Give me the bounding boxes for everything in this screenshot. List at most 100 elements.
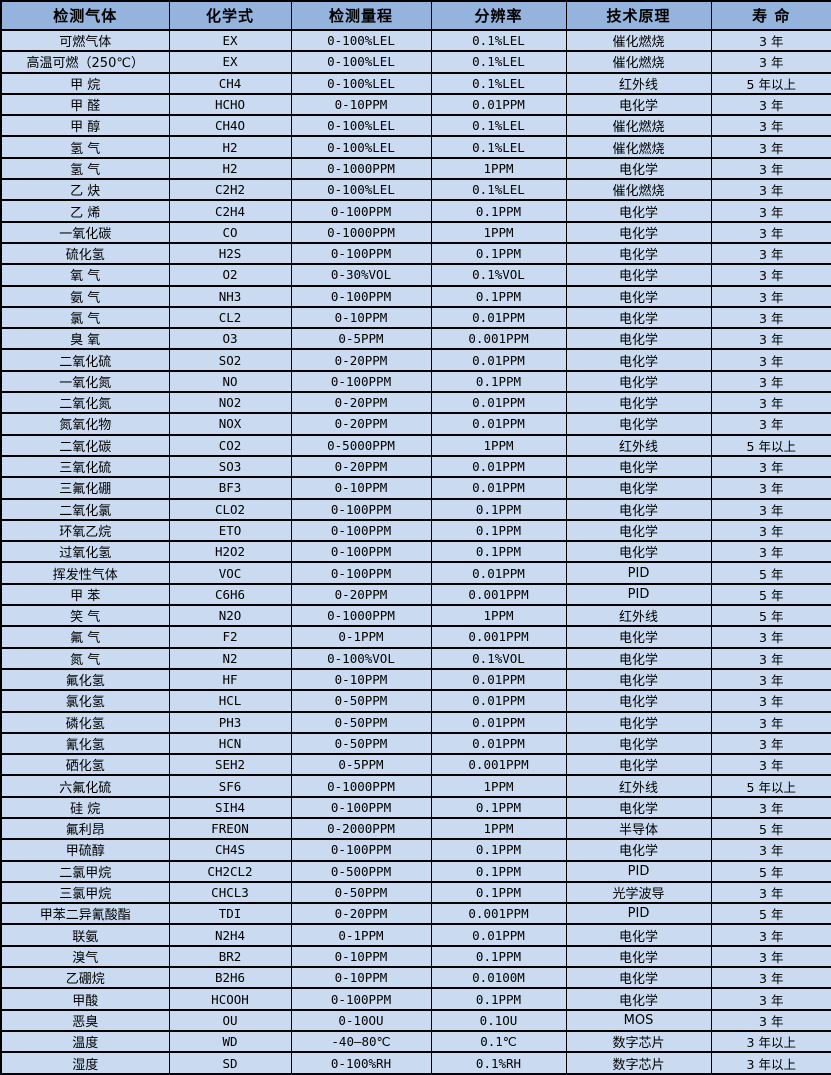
cell-formula: CH4O	[168, 114, 292, 138]
cell-formula: F2	[168, 625, 292, 649]
cell-range: 0-20PPM	[290, 391, 432, 415]
column-header-principle: 技术原理	[565, 0, 712, 31]
table-row: 过氧化氢 H2O2 0-100PPM 0.1PPM 电化学 3 年	[0, 540, 831, 564]
cell-formula: SO2	[168, 348, 292, 372]
table-row: 硫化氢 H2S 0-100PPM 0.1PPM 电化学 3 年	[0, 241, 831, 266]
cell-lifespan: 3 年	[710, 50, 831, 74]
table-row: 硒化氢 SEH2 0-5PPM 0.001PPM 电化学 3 年	[0, 753, 831, 777]
column-header-lifespan: 寿 命	[710, 0, 831, 31]
cell-principle: 电化学	[565, 625, 712, 649]
cell-gas: 挥发性气体	[0, 561, 170, 585]
cell-range: 0-5PPM	[290, 327, 432, 351]
cell-principle: 电化学	[565, 156, 712, 181]
cell-resolution: 0.1%LEL	[430, 135, 567, 159]
cell-resolution: 0.0100M	[430, 966, 567, 990]
cell-formula: SF6	[168, 774, 292, 798]
cell-formula: CH4S	[168, 838, 292, 862]
cell-gas: 甲酸	[0, 987, 170, 1011]
table-row: 甲酸 HCOOH 0-100PPM 0.1PPM 电化学 3 年	[0, 987, 831, 1011]
cell-gas: 三氯甲烷	[0, 880, 170, 905]
cell-gas: 乙 烯	[0, 199, 170, 223]
cell-lifespan: 3 年以上	[710, 1029, 831, 1054]
cell-principle: 电化学	[565, 327, 712, 351]
cell-lifespan: 3 年	[710, 838, 831, 862]
cell-principle: 电化学	[565, 284, 712, 308]
cell-formula: NH3	[168, 284, 292, 308]
table-row: 乙硼烷 B2H6 0-10PPM 0.0100M 电化学 3 年	[0, 966, 831, 990]
cell-principle: 电化学	[565, 987, 712, 1011]
cell-principle: 电化学	[565, 369, 712, 394]
table-row: 磷化氢 PH3 0-50PPM 0.01PPM 电化学 3 年	[0, 710, 831, 734]
cell-principle: 电化学	[565, 497, 712, 521]
cell-gas: 乙硼烷	[0, 966, 170, 990]
cell-range: 0-10PPM	[290, 92, 432, 117]
cell-formula: C2H4	[168, 199, 292, 223]
table-row: 高温可燃（250℃） EX 0-100%LEL 0.1%LEL 催化燃烧 3 年	[0, 50, 831, 74]
cell-lifespan: 3 年	[710, 944, 831, 969]
cell-resolution: 1PPM	[430, 433, 567, 457]
cell-resolution: 0.1%LEL	[430, 28, 567, 53]
cell-range: 0-5PPM	[290, 753, 432, 777]
cell-lifespan: 3 年	[710, 646, 831, 670]
cell-resolution: 0.1℃	[430, 1029, 567, 1054]
cell-gas: 二氧化氯	[0, 497, 170, 521]
cell-gas: 氟 气	[0, 625, 170, 649]
cell-gas: 甲 醛	[0, 92, 170, 117]
table-row: 二氧化碳 CO2 0-5000PPM 1PPM 红外线 5 年以上	[0, 433, 831, 457]
cell-principle: 数字芯片	[565, 1051, 712, 1075]
cell-formula: EX	[168, 50, 292, 74]
cell-principle: PID	[565, 561, 712, 585]
table-row: 氟 气 F2 0-1PPM 0.001PPM 电化学 3 年	[0, 625, 831, 649]
cell-resolution: 0.1%RH	[430, 1051, 567, 1075]
cell-lifespan: 3 年	[710, 241, 831, 266]
table-row: 氨 气 NH3 0-100PPM 0.1PPM 电化学 3 年	[0, 284, 831, 308]
cell-principle: 电化学	[565, 753, 712, 777]
cell-resolution: 0.01PPM	[430, 689, 567, 713]
cell-range: 0-50PPM	[290, 689, 432, 713]
cell-formula: HCN	[168, 731, 292, 756]
table-row: 一氧化氮 NO 0-100PPM 0.1PPM 电化学 3 年	[0, 369, 831, 394]
cell-range: 0-100PPM	[290, 369, 432, 394]
cell-formula: B2H6	[168, 966, 292, 990]
cell-gas: 二氯甲烷	[0, 859, 170, 883]
cell-formula: HF	[168, 667, 292, 692]
cell-resolution: 0.001PPM	[430, 625, 567, 649]
cell-gas: 乙 炔	[0, 178, 170, 202]
cell-resolution: 0.01PPM	[430, 923, 567, 947]
cell-principle: 电化学	[565, 795, 712, 819]
cell-range: 0-1000PPM	[290, 774, 432, 798]
table-row: 二氯甲烷 CH2CL2 0-500PPM 0.1PPM PID 5 年	[0, 859, 831, 883]
cell-gas: 一氧化碳	[0, 220, 170, 244]
cell-gas: 二氧化碳	[0, 433, 170, 457]
cell-formula: SEH2	[168, 753, 292, 777]
cell-lifespan: 3 年	[710, 220, 831, 244]
cell-principle: 半导体	[565, 816, 712, 841]
cell-lifespan: 3 年	[710, 348, 831, 372]
cell-principle: 电化学	[565, 710, 712, 734]
cell-range: -40—80℃	[290, 1029, 432, 1054]
cell-formula: SIH4	[168, 795, 292, 819]
cell-lifespan: 5 年以上	[710, 71, 831, 95]
cell-range: 0-10PPM	[290, 944, 432, 969]
cell-gas: 三氧化硫	[0, 454, 170, 479]
cell-lifespan: 3 年	[710, 284, 831, 308]
cell-range: 0-10PPM	[290, 305, 432, 330]
cell-range: 0-1PPM	[290, 625, 432, 649]
cell-lifespan: 3 年	[710, 987, 831, 1011]
cell-range: 0-100PPM	[290, 540, 432, 564]
cell-resolution: 0.01PPM	[430, 710, 567, 734]
cell-formula: TDI	[168, 902, 292, 926]
table-row: 氮 气 N2 0-100%VOL 0.1%VOL 电化学 3 年	[0, 646, 831, 670]
cell-gas: 甲 烷	[0, 71, 170, 95]
table-row: 二氧化氯 CLO2 0-100PPM 0.1PPM 电化学 3 年	[0, 497, 831, 521]
cell-principle: 电化学	[565, 412, 712, 436]
cell-resolution: 1PPM	[430, 816, 567, 841]
cell-gas: 甲 苯	[0, 582, 170, 607]
cell-principle: 电化学	[565, 966, 712, 990]
cell-principle: 电化学	[565, 241, 712, 266]
cell-principle: PID	[565, 902, 712, 926]
table-row: 溴气 BR2 0-10PPM 0.1PPM 电化学 3 年	[0, 944, 831, 969]
cell-lifespan: 3 年	[710, 114, 831, 138]
cell-formula: CL2	[168, 305, 292, 330]
